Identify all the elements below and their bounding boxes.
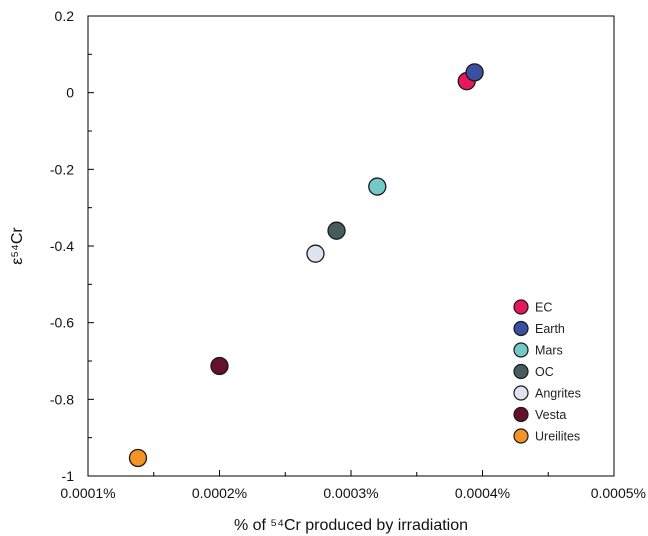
y-tick-label: 0.2 <box>55 8 75 24</box>
x-tick-label: 0.0003% <box>323 485 378 501</box>
data-point-vesta <box>210 356 229 376</box>
x-tick-label: 0.0004% <box>455 485 510 501</box>
data-point-ureilites <box>128 448 148 468</box>
legend-label-mars: Mars <box>535 344 563 358</box>
y-axis: 0.2 0 -0.2 -0.4 -0.6 -0.8 -1 <box>50 8 94 484</box>
data-point-oc <box>327 221 346 240</box>
data-point-earth <box>465 63 484 82</box>
legend: EC Earth Mars OC Angrites Vesta Ureilites <box>513 299 581 444</box>
y-tick-label: -0.6 <box>50 315 74 331</box>
y-axis-title: ε⁵⁴Cr <box>9 227 26 265</box>
legend-marker-vesta <box>513 406 529 423</box>
y-tick-label: -0.2 <box>50 161 74 177</box>
plot-area <box>87 15 615 477</box>
legend-label-ureilites: Ureilites <box>535 430 580 444</box>
y-tick-label: -0.8 <box>50 391 74 407</box>
legend-marker-angrites <box>513 385 529 401</box>
legend-label-earth: Earth <box>535 322 565 336</box>
x-tick-label: 0.0005% <box>591 485 646 501</box>
legend-label-angrites: Angrites <box>535 387 581 401</box>
legend-marker-mars <box>513 342 529 358</box>
y-tick-label: 0 <box>66 85 74 101</box>
legend-label-ec: EC <box>535 301 552 315</box>
x-tick-label: 0.0002% <box>192 485 247 501</box>
x-axis: 0.0001% 0.0002% 0.0003% 0.0004% 0.0005% <box>60 470 646 501</box>
data-point-mars <box>368 177 387 196</box>
legend-marker-oc <box>513 363 529 380</box>
data-points <box>128 63 484 468</box>
legend-label-oc: OC <box>535 365 554 379</box>
legend-marker-ureilites <box>513 428 529 444</box>
legend-marker-earth <box>513 320 529 337</box>
y-tick-label: -0.4 <box>50 238 74 254</box>
data-point-angrites <box>306 244 325 263</box>
legend-label-vesta: Vesta <box>535 408 566 422</box>
x-axis-title: % of ⁵⁴Cr produced by irradiation <box>234 517 468 534</box>
y-tick-label: -1 <box>62 468 75 484</box>
legend-marker-ec <box>513 299 529 315</box>
x-tick-label: 0.0001% <box>60 485 115 501</box>
